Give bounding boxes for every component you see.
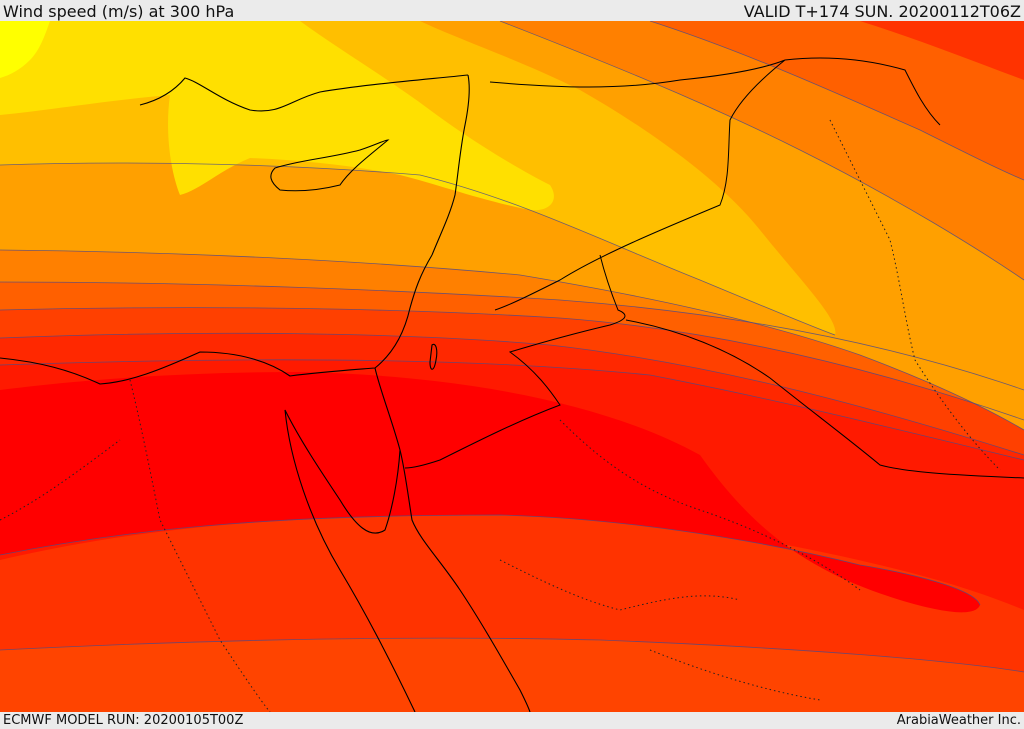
band-ne-3 (860, 21, 1024, 80)
border-4 (784, 57, 941, 126)
band-ffe000 (0, 21, 554, 211)
valid-time: VALID T+174 SUN. 20200112T06Z (743, 2, 1021, 21)
internal-boundary-2 (499, 559, 741, 611)
band-ff5000 (0, 307, 1024, 455)
anatolia-coast (139, 74, 469, 112)
border-1 (489, 59, 786, 311)
aqaba-coast (399, 449, 531, 712)
band-ff4000 (0, 333, 1024, 460)
mediterranean-south-coast (0, 254, 433, 385)
dead-sea (429, 343, 438, 370)
model-run: ECMWF MODEL RUN: 20200105T00Z (3, 713, 244, 728)
cyprus (270, 139, 390, 192)
border-3 (625, 319, 1024, 479)
internal-boundary-5 (0, 439, 121, 521)
header-bar: Wind speed (m/s) at 300 hPa VALID T+174 … (0, 0, 1024, 21)
map-canvas (0, 21, 1024, 712)
border-2 (404, 254, 626, 469)
credit: ArabiaWeather Inc. (896, 713, 1021, 728)
band-ffff00 (0, 21, 50, 78)
footer-bar: ECMWF MODEL RUN: 20200105T00Z ArabiaWeat… (0, 712, 1024, 729)
internal-boundary-1 (129, 379, 271, 712)
internal-boundary-6 (649, 649, 821, 701)
band-ne-2 (650, 21, 1024, 180)
internal-boundary-4 (559, 419, 861, 591)
wind-speed-map (0, 21, 1024, 712)
map-title: Wind speed (m/s) at 300 hPa (3, 2, 235, 21)
levant-coast (431, 74, 470, 256)
band-jet-core (0, 372, 980, 613)
band-ff6000 (0, 282, 1024, 420)
